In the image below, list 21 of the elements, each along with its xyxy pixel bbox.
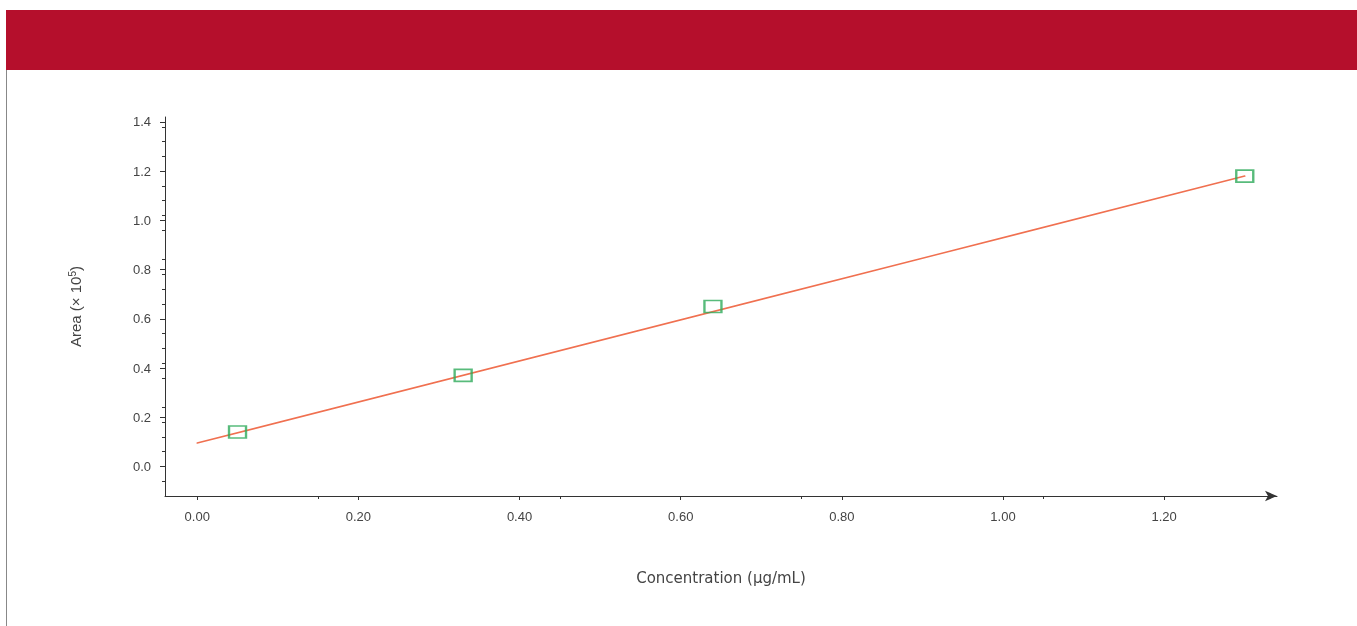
point	[1235, 169, 1255, 184]
x-tick-label: 1.00	[990, 509, 1016, 524]
y-tick-label: 0.0	[132, 458, 151, 474]
y-tick-label: 1.2	[132, 163, 151, 179]
y-tick-label: 1.4	[132, 114, 151, 130]
x-tick-label: 1.20	[1151, 509, 1177, 524]
y-axis-title: Area (× 105)	[66, 265, 84, 348]
point	[228, 425, 248, 440]
point	[703, 299, 723, 314]
y-tick-label: 0.6	[132, 311, 151, 327]
x-tick-label: 0.60	[668, 509, 694, 524]
x-tick-label: 0.20	[345, 509, 372, 524]
x-tick-label: 0.40	[506, 509, 533, 524]
x-tick-label: 0.80	[829, 509, 855, 524]
y-tick-label: 0.4	[132, 360, 151, 376]
y-tick-label: 1.0	[132, 212, 151, 228]
y-tick-label: 0.8	[132, 262, 151, 278]
y-tick-label: 0.2	[132, 409, 151, 425]
point	[453, 368, 473, 383]
x-tick-label: 0.00	[184, 509, 210, 524]
x-axis-title: Concentration (μg/mL)	[636, 568, 806, 587]
